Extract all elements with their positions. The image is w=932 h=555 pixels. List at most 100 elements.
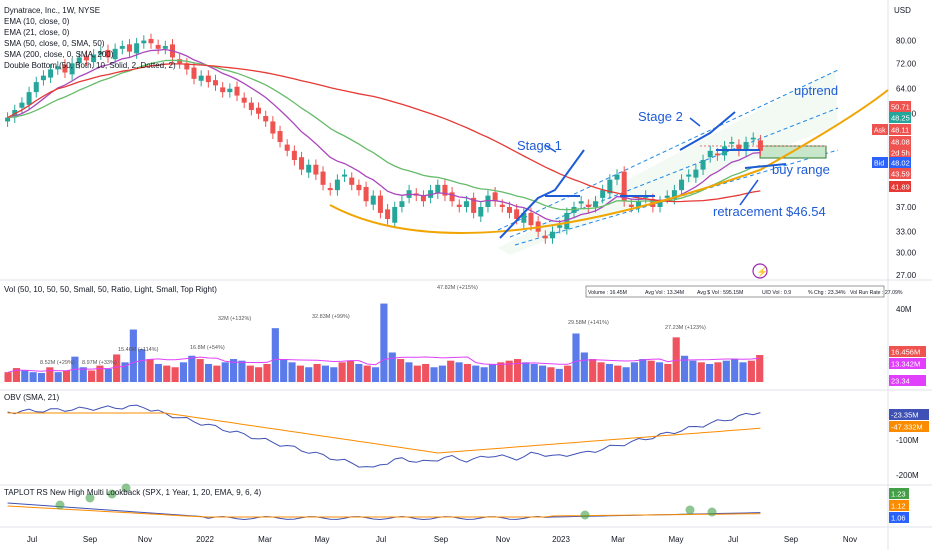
rs-lines-group — [7, 483, 761, 521]
rs-tags-group: 1.23 1.12 1.06 — [889, 488, 909, 523]
volume-bar — [321, 365, 330, 382]
price-tag-bg — [889, 181, 911, 192]
volume-stat-cell: Vol Run Rate : 27.09% — [850, 290, 903, 296]
price-tag-bg — [889, 168, 911, 179]
candle-body — [55, 66, 61, 70]
x-axis-label: May — [314, 535, 329, 544]
obv-legend[interactable]: OBV (SMA, 21) — [4, 393, 59, 402]
price-tag-value: 48.25 — [891, 114, 910, 123]
volume-bar — [739, 362, 747, 382]
annotation-stage2: Stage 2 — [638, 109, 683, 124]
candle-body — [126, 44, 132, 52]
obv-tag-bg — [889, 421, 929, 432]
candle-body — [148, 38, 154, 44]
obv-tags-group: -23.35M -47.332M — [889, 409, 929, 432]
volume-bar — [363, 365, 371, 382]
volume-bar — [680, 355, 689, 382]
candle-body — [83, 55, 89, 61]
price-tag-label-bg — [872, 124, 888, 135]
candle-body — [220, 87, 226, 93]
stage1-pointer — [544, 144, 557, 153]
candle-body — [119, 46, 125, 49]
events-lightning-icon[interactable] — [752, 263, 768, 279]
indicator-sma50[interactable]: SMA (50, close, 0, SMA, 50) — [4, 39, 105, 48]
x-axis-label: Nov — [138, 535, 152, 544]
volume-legend[interactable]: Vol (50, 10, 50, 50, Small, 50, Ratio, L… — [4, 285, 217, 294]
volume-bar — [689, 360, 697, 382]
rs-new-high-dot — [580, 510, 590, 520]
candle-body — [492, 192, 498, 202]
candle-body — [177, 59, 183, 64]
price-tag-label: Ask — [874, 128, 886, 135]
indicator-sma200[interactable]: SMA (200, close, 0, SMA, 200) — [4, 50, 114, 59]
rs-legend[interactable]: TAPLOT RS New High Multi Lookback (SPX, … — [4, 488, 261, 497]
volume-stats-box: Volume : 16.45M Avg Vol : 13.34M Avg $ Vol… — [585, 285, 903, 298]
volume-bar — [564, 365, 572, 382]
candle-body — [320, 171, 326, 185]
volume-bar — [672, 337, 680, 382]
volume-peak-label: 16.8M (+54%) — [190, 345, 225, 351]
candle-body — [62, 64, 68, 73]
price-tag-value: 48.11 — [891, 126, 909, 135]
candle-body — [327, 188, 333, 191]
volume-axis-tick: 40M — [896, 305, 912, 314]
volume-tag-bg — [889, 358, 926, 369]
stage2-trendline — [679, 111, 736, 151]
candle-body — [105, 49, 111, 58]
candle-body — [349, 177, 355, 185]
candle-body — [306, 164, 312, 173]
obv-tag-bg — [889, 409, 929, 420]
candle-body — [614, 174, 620, 180]
symbol-title[interactable]: Dynatrace, Inc., 1W, NYSE — [4, 6, 100, 15]
candle-body — [549, 231, 555, 239]
volume-bar — [472, 365, 480, 382]
candle-body — [485, 195, 491, 207]
rs-new-high-dot — [107, 489, 117, 499]
candle-body — [370, 195, 376, 205]
x-axis-labels-group: Jul Sep Nov 2022 Mar May Jul Sep Nov 2023 Mar May Ju… — [27, 535, 857, 544]
candle-body — [499, 204, 505, 207]
obv-axis-tick-100: -100M — [896, 436, 919, 445]
volume-bar — [12, 368, 21, 382]
indicator-ema21[interactable]: EMA (21, close, 0) — [4, 28, 70, 37]
candle-body — [478, 206, 484, 217]
candle-body — [578, 201, 584, 204]
x-axis-label: Jul — [728, 535, 738, 544]
volume-bar — [614, 365, 622, 382]
volume-bar — [630, 362, 639, 382]
volume-bar — [371, 367, 380, 382]
currency-label[interactable]: USD — [894, 6, 911, 15]
rs-tag-bg — [889, 500, 909, 511]
volume-peak-label: 29.58M (+141%) — [568, 320, 609, 326]
candle-body — [729, 142, 735, 144]
volume-tag-bg — [889, 375, 926, 386]
candle-body — [256, 107, 262, 114]
volume-bar — [355, 363, 363, 382]
volume-bar — [555, 368, 563, 382]
candle-body — [299, 157, 305, 170]
volume-bar — [196, 359, 204, 382]
candle-body — [750, 137, 756, 140]
indicator-double-bottom[interactable]: Double Bottom (50, Both, 10, Solid, 2, D… — [4, 61, 176, 70]
candle-body — [277, 131, 283, 143]
candle-body — [736, 144, 742, 151]
volume-bar — [121, 362, 129, 382]
candle-body — [191, 67, 197, 79]
indicator-ema10[interactable]: EMA (10, close, 0) — [4, 17, 70, 26]
price-axis-tick: 80.00 — [896, 37, 917, 46]
candle-body — [291, 150, 297, 161]
x-axis-label: Sep — [83, 535, 98, 544]
price-tag-value: 2d 5h — [891, 149, 910, 158]
volume-bar — [480, 367, 488, 382]
volume-bar — [380, 303, 388, 382]
x-axis-label: 2022 — [196, 535, 214, 544]
candle-body — [585, 204, 591, 207]
candle-body — [657, 201, 663, 207]
price-axis-tick: 72.00 — [896, 59, 917, 68]
ema10-line — [7, 48, 761, 223]
volume-bar — [747, 360, 755, 382]
volume-average-line — [8, 356, 760, 373]
candle-body — [471, 197, 477, 213]
